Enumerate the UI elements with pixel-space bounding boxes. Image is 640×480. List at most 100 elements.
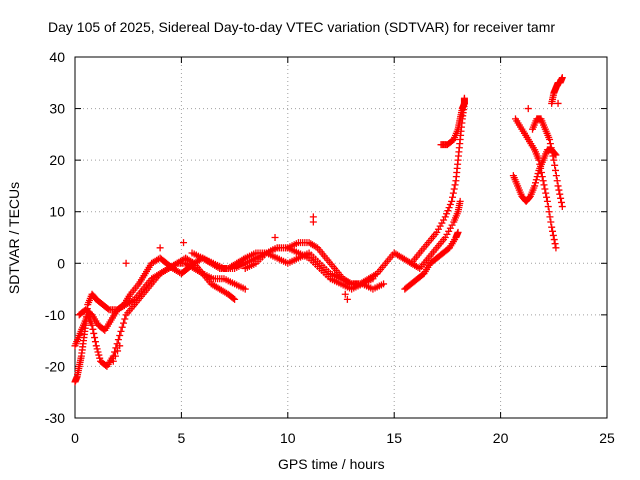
data-point [531,179,539,187]
data-point [450,185,458,193]
data-point [441,213,449,221]
chart-title: Day 105 of 2025, Sidereal Day-to-day VTE… [48,19,556,35]
data-point [550,156,558,164]
data-point [548,148,556,156]
data-point [93,345,101,353]
y-tick-label: 40 [49,49,65,65]
data-point [95,351,103,359]
data-point [549,152,557,160]
data-point [448,197,456,205]
data-point [531,182,539,190]
data-point [537,164,545,172]
data-point [547,218,555,226]
data-point [552,166,560,174]
data-point [558,74,566,82]
data-point [556,190,564,198]
x-tick-label: 20 [493,430,509,446]
data-point [116,342,124,350]
data-point [549,231,557,239]
data-point [558,203,566,211]
y-tick-label: -30 [45,410,65,426]
data-point [546,136,554,144]
data-point [552,172,560,180]
data-point [117,327,125,335]
data-point [524,105,532,113]
data-point [444,207,452,215]
data-point [241,285,249,293]
data-point [547,144,555,152]
data-point [536,160,544,168]
x-axis-label: GPS time / hours [278,456,385,472]
x-tick-label: 15 [386,430,402,446]
data-point [449,189,457,197]
data-point [532,176,540,184]
y-tick-label: -20 [45,358,65,374]
data-point [552,244,560,252]
data-point [96,354,104,362]
data-point [538,173,546,181]
data-point [271,234,279,241]
data-point [180,239,188,247]
data-point [114,347,122,355]
data-point [380,280,388,288]
y-tick-label: -10 [45,307,65,323]
data-point [88,321,96,329]
y-tick-label: 0 [57,255,65,271]
data-point [542,189,550,197]
plot-frame [74,56,608,419]
data-point [460,94,468,102]
x-tick-label: 25 [599,430,615,446]
x-tick-label: 0 [71,430,79,446]
data-point [118,323,126,331]
y-tick-label: 10 [49,204,65,220]
data-point [341,290,349,298]
data-point [555,186,563,194]
data-point [446,200,454,208]
data-point [443,210,451,218]
data-point [535,156,543,164]
data-point [454,228,462,236]
data-point [543,197,551,205]
data-point [94,348,102,356]
data-point [548,223,556,231]
data-point [544,203,552,211]
data-point [92,342,100,350]
data-point [116,331,124,339]
x-tick-label: 5 [178,430,186,446]
data-point [551,161,559,169]
data-point [541,185,549,193]
data-point [91,334,99,342]
data-point [553,177,561,185]
data-point [537,169,545,177]
data-point [451,181,459,189]
data-point [229,294,237,302]
data-point [445,204,453,212]
data-point [343,295,351,303]
data-point [231,295,239,303]
data-point [121,315,129,323]
data-point [91,338,99,346]
data-point [554,99,562,107]
data-point [549,227,557,235]
data-point [534,170,542,178]
data-point [545,208,553,216]
data-point [109,357,117,365]
x-tick-label: 10 [280,430,296,446]
data-point [540,181,548,189]
data-point [120,319,128,327]
data-point [543,193,551,201]
data-point [554,182,562,190]
data-point [114,336,122,344]
y-tick-label: 20 [49,152,65,168]
data-point [551,240,559,248]
data-point [557,198,565,206]
data-point [122,259,130,267]
data-point [546,140,554,148]
data-point [156,244,164,252]
y-tick-label: 30 [49,101,65,117]
data-point [309,218,317,226]
data-point [449,193,457,201]
data-point [456,197,464,205]
data-point [557,194,565,202]
data-point [550,236,558,244]
